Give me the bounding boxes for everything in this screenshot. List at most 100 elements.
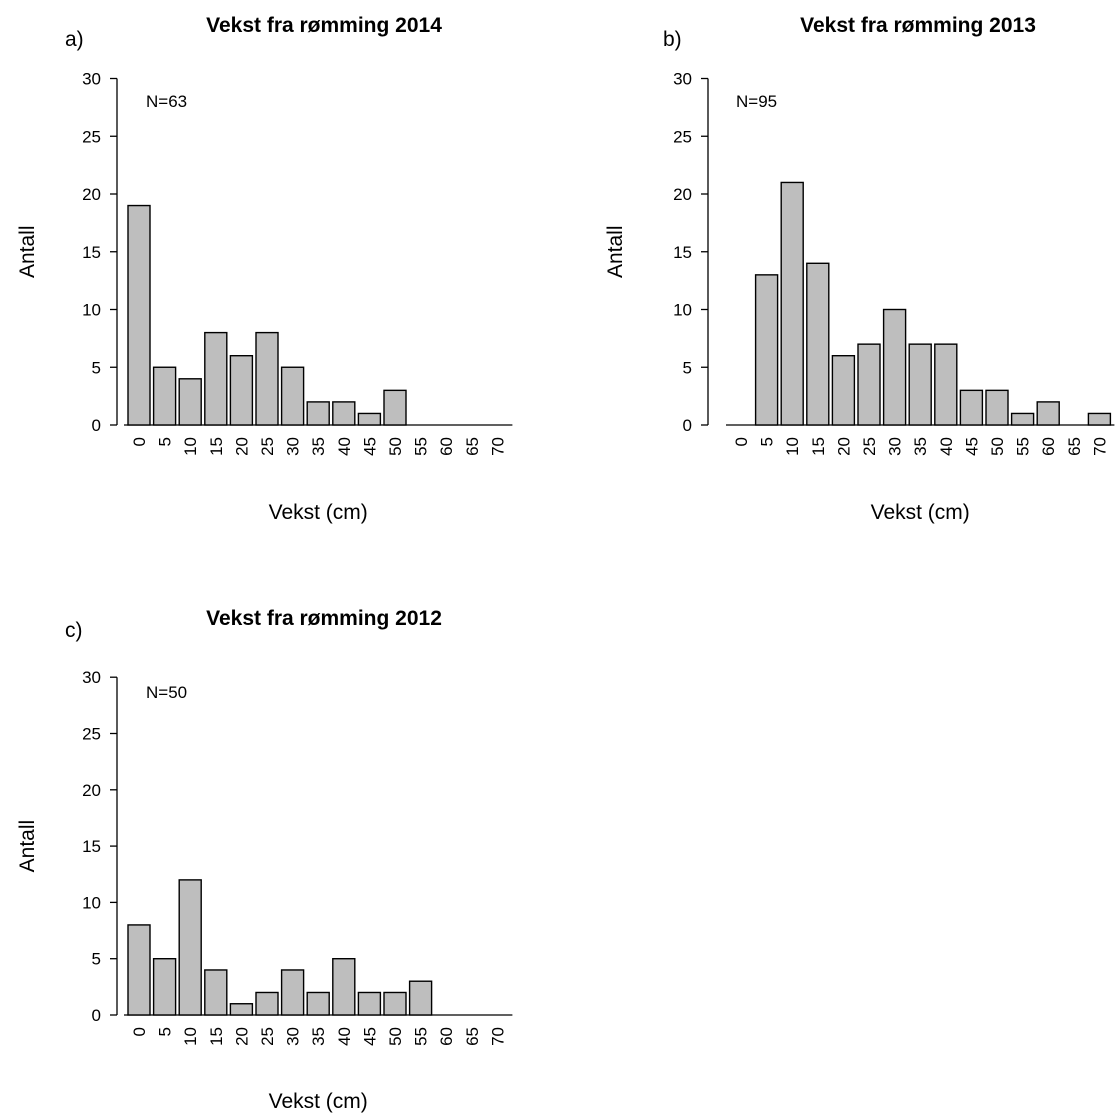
x-tick-label: 20 xyxy=(232,1027,251,1046)
x-tick-label: 5 xyxy=(758,437,777,446)
x-tick-label: 55 xyxy=(1014,437,1033,456)
x-tick-label: 70 xyxy=(1090,437,1109,456)
y-tick-label: 25 xyxy=(673,127,692,146)
bar-10 xyxy=(780,181,804,426)
y-tick-label: 10 xyxy=(82,893,101,912)
x-tick-label: 70 xyxy=(488,437,507,456)
y-tick-label: 0 xyxy=(92,1006,101,1025)
bar-20 xyxy=(229,1003,254,1016)
y-tick-label: 0 xyxy=(92,416,101,435)
bar-25 xyxy=(857,343,881,426)
bar-25 xyxy=(255,331,279,426)
chart-title: Vekst fra rømming 2014 xyxy=(206,14,442,37)
y-tick-label: 20 xyxy=(673,185,692,204)
x-tick-label: 0 xyxy=(732,437,751,446)
y-tick-label: 25 xyxy=(82,127,101,146)
x-tick-label: 65 xyxy=(463,1027,482,1046)
x-tick-label: 65 xyxy=(1065,437,1084,456)
x-tick-label: 10 xyxy=(181,1027,200,1046)
bar-0 xyxy=(127,204,151,426)
bar-45 xyxy=(959,389,984,426)
x-tick-label: 60 xyxy=(437,1027,456,1046)
bar-15 xyxy=(806,262,830,426)
y-axis-label: Antall xyxy=(604,225,627,278)
bar-5 xyxy=(152,958,177,1016)
panel-label: c) xyxy=(65,619,83,642)
bar-30 xyxy=(280,366,305,426)
x-tick-label: 0 xyxy=(130,1027,149,1036)
y-axis-label: Antall xyxy=(16,225,39,278)
x-axis-label: Vekst (cm) xyxy=(871,501,970,524)
y-tick-label: 0 xyxy=(683,416,692,435)
bar-45 xyxy=(357,412,382,426)
y-tick-label: 15 xyxy=(82,837,101,856)
x-tick-label: 35 xyxy=(309,437,328,456)
x-tick-label: 15 xyxy=(207,437,226,456)
bar-15 xyxy=(204,331,228,426)
x-tick-label: 0 xyxy=(130,437,149,446)
bar-55 xyxy=(408,980,433,1016)
bar-45 xyxy=(357,991,382,1016)
chart-panel-2: b)Vekst fra rømming 2013N=95051015202530… xyxy=(604,14,1115,524)
bar-20 xyxy=(831,355,856,426)
bar-55 xyxy=(1010,412,1035,426)
chart-title: Vekst fra rømming 2013 xyxy=(800,14,1036,37)
x-tick-label: 60 xyxy=(1039,437,1058,456)
bar-25 xyxy=(255,991,279,1016)
x-tick-label: 55 xyxy=(412,437,431,456)
x-tick-label: 70 xyxy=(488,1027,507,1046)
x-tick-label: 45 xyxy=(360,1027,379,1046)
y-tick-label: 30 xyxy=(673,70,692,89)
panel-label: b) xyxy=(663,28,682,51)
bar-0 xyxy=(127,924,151,1016)
y-tick-label: 5 xyxy=(683,358,692,377)
bar-35 xyxy=(306,401,330,426)
bar-40 xyxy=(934,343,958,426)
x-tick-label: 35 xyxy=(309,1027,328,1046)
x-tick-label: 50 xyxy=(988,437,1007,456)
x-tick-label: 45 xyxy=(360,437,379,456)
bar-60 xyxy=(1036,401,1060,426)
bar-35 xyxy=(306,991,330,1016)
x-tick-label: 5 xyxy=(156,1027,175,1036)
y-tick-label: 20 xyxy=(82,185,101,204)
sample-size-label: N=63 xyxy=(146,92,187,111)
bar-10 xyxy=(178,879,202,1016)
x-tick-label: 10 xyxy=(181,437,200,456)
chart-panel-3: c)Vekst fra rømming 2012N=50051015202530… xyxy=(16,607,513,1113)
x-tick-label: 35 xyxy=(911,437,930,456)
x-tick-label: 40 xyxy=(335,1027,354,1046)
panel-label: a) xyxy=(65,28,84,51)
x-tick-label: 20 xyxy=(232,437,251,456)
x-tick-label: 25 xyxy=(258,1027,277,1046)
y-tick-label: 10 xyxy=(82,301,101,320)
x-axis-label: Vekst (cm) xyxy=(269,501,368,524)
x-tick-label: 50 xyxy=(386,1027,405,1046)
x-tick-label: 25 xyxy=(258,437,277,456)
bar-30 xyxy=(280,969,305,1016)
x-axis-label: Vekst (cm) xyxy=(269,1090,368,1113)
x-tick-label: 25 xyxy=(860,437,879,456)
bar-50 xyxy=(383,389,407,426)
x-tick-label: 20 xyxy=(834,437,853,456)
y-tick-label: 5 xyxy=(92,950,101,969)
x-tick-label: 10 xyxy=(783,437,802,456)
bar-50 xyxy=(985,389,1009,426)
y-tick-label: 15 xyxy=(82,243,101,262)
bar-15 xyxy=(204,969,228,1016)
x-tick-label: 15 xyxy=(809,437,828,456)
bar-10 xyxy=(178,378,202,426)
x-tick-label: 45 xyxy=(962,437,981,456)
y-tick-label: 30 xyxy=(82,70,101,89)
bar-50 xyxy=(383,991,407,1016)
y-tick-label: 5 xyxy=(92,358,101,377)
bar-20 xyxy=(229,355,254,426)
bar-40 xyxy=(332,401,356,426)
chart-title: Vekst fra rømming 2012 xyxy=(206,607,442,630)
x-tick-label: 65 xyxy=(463,437,482,456)
y-tick-label: 30 xyxy=(82,668,101,687)
y-tick-label: 10 xyxy=(673,301,692,320)
bar-5 xyxy=(152,366,177,426)
x-tick-label: 60 xyxy=(437,437,456,456)
